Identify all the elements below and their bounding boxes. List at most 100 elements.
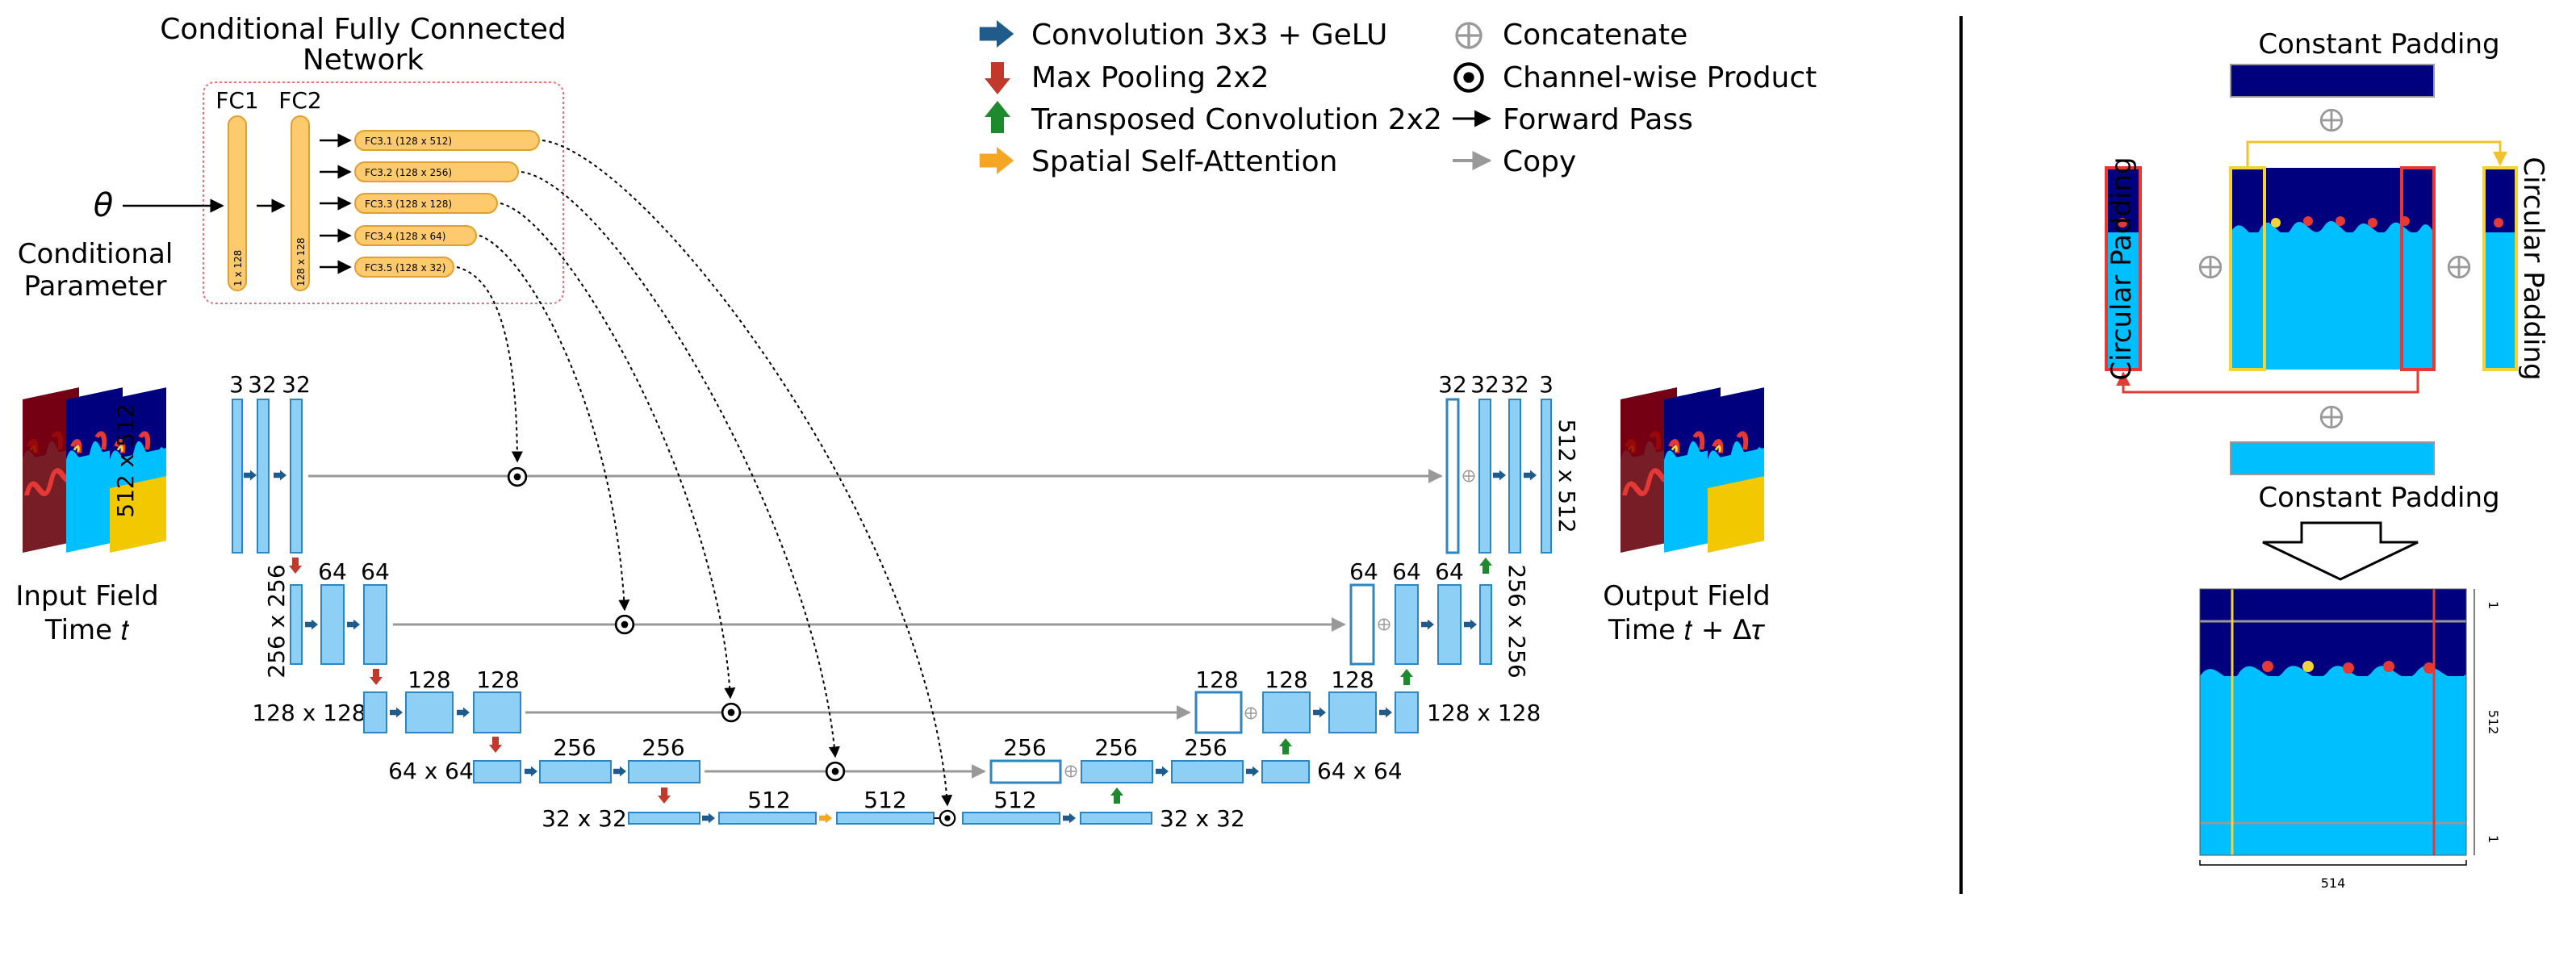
cond-arrow-fc31 [542,140,953,807]
circular-padding-left-label: Circular Padding [2106,157,2138,380]
fc2-dim: 128 x 128 [295,237,307,286]
dec3-ch0: 128 [1195,666,1238,693]
dec1-concat-block [1445,398,1460,554]
conv-icon [305,619,318,630]
fc34-layer [354,225,477,246]
legend-product: Channel-wise Product [1503,61,1817,94]
copy-left-edge-arrow [2246,140,2507,166]
bott-ch0: 512 [747,787,790,813]
enc1-ch2: 32 [282,371,311,398]
dec2-ch2: 64 [1435,558,1464,585]
res5-left: 32 x 32 [542,805,627,832]
conv-icon [274,470,286,481]
fc1-label: FC1 [215,87,258,114]
concat-icon-bottom [2319,405,2344,429]
upconv-icon [1110,787,1123,804]
output-field: Output Field Time 𝑡 + Δ𝜏 [1603,387,1771,646]
result-arrow [2262,521,2419,581]
output-label-line1: Output Field [1603,580,1770,612]
enc1-ch1: 32 [248,371,277,398]
bott-block0 [628,812,700,825]
dec1-block2 [1508,399,1521,554]
res4-left: 64 x 64 [388,758,474,784]
dec4-block2 [1171,760,1244,783]
dec2-block1 [1395,584,1419,665]
concat-icon-right [2447,255,2471,279]
enc4-block2 [628,760,700,783]
conv-icon [525,766,537,777]
dec1-ch0: 32 [1438,371,1467,398]
cond-arrow-fc35 [456,266,523,463]
conv-icon [1379,707,1392,718]
enc1-block0 [232,399,243,554]
fc-title-line1: Conditional Fully Connected [160,13,566,46]
cond-arrow-fc32 [521,171,840,758]
pool-icon [370,669,383,685]
dec4-concat-block [989,759,1062,784]
dec4-ch1: 256 [1094,734,1137,761]
dec3-block2 [1328,691,1377,733]
cond-arrow-fc34 [479,235,630,612]
product-icon-skip3 [721,702,742,723]
enc2-ch1: 64 [361,558,390,585]
legend-attn-icon [979,147,1014,174]
bott-block2 [836,812,935,825]
dec4-block1 [1081,760,1153,783]
enc4-block1 [539,760,612,783]
conv-icon [1524,470,1537,481]
input-field: Input Field Time 𝑡 [15,387,166,646]
legend: Convolution 3x3 + GeLU Max Pooling 2x2 T… [979,19,1817,178]
enc2-ch0: 64 [318,558,347,585]
fc35-label: FC3.5 (128 x 32) [365,262,445,274]
conv-icon [390,707,403,718]
pool-icon [658,787,671,804]
conv-icon [1246,766,1259,777]
dec3-ch2: 128 [1331,666,1374,693]
left-circular-pad [2105,166,2142,371]
enc1-ch0: 3 [229,371,244,398]
res5-right: 32 x 32 [1160,805,1245,832]
circular-padding-right-label: Circular Padding [2517,157,2549,380]
right-circular-pad [2482,166,2518,371]
concat-icon-left [2198,255,2223,279]
upconv-icon [1400,669,1413,685]
bott-ch2: 512 [993,787,1036,813]
res1-right: 512 x 512 [1554,419,1580,533]
enc4-block0 [473,760,521,783]
fc1-dim: 1 x 128 [232,250,244,286]
dim-mid: 512 [2486,710,2501,735]
dec1-ch3: 3 [1539,371,1554,398]
fc2-label: FC2 [278,87,321,114]
legend-product-icon [1455,64,1482,90]
dec2-concat-block [1349,583,1375,666]
dec2-block2 [1437,584,1462,665]
dec2-ch1: 64 [1392,558,1421,585]
enc3-block1 [405,691,454,733]
dim-width: 514 [2321,875,2346,891]
dec2-block3 [1479,584,1492,665]
cond-arrow-fc33 [500,203,736,700]
conv-icon [244,470,257,481]
fc31-label: FC3.1 (128 x 512) [365,136,452,147]
enc3-ch1: 128 [476,666,519,693]
res2-left: 256 x 256 [263,564,290,678]
enc1-block1 [257,399,270,554]
dec1-ch2: 32 [1500,371,1529,398]
legend-conv-icon [979,20,1014,48]
legend-pool-icon [985,62,1010,94]
legend-attn: Spatial Self-Attention [1031,145,1337,178]
fc33-label: FC3.3 (128 x 128) [365,198,452,210]
enc1-block2 [290,399,303,554]
bott-block3 [962,812,1060,825]
fc1-layer [228,115,247,291]
dec3-ch1: 128 [1265,666,1307,693]
product-icon-skip2 [614,614,635,635]
product-icon [939,809,956,827]
dec4-block3 [1261,760,1310,783]
res3-right: 128 x 128 [1427,700,1541,726]
enc3-block2 [473,691,521,733]
theta-symbol: θ [94,187,113,224]
param-line1: Conditional [18,238,174,270]
conv-icon [1421,619,1434,630]
